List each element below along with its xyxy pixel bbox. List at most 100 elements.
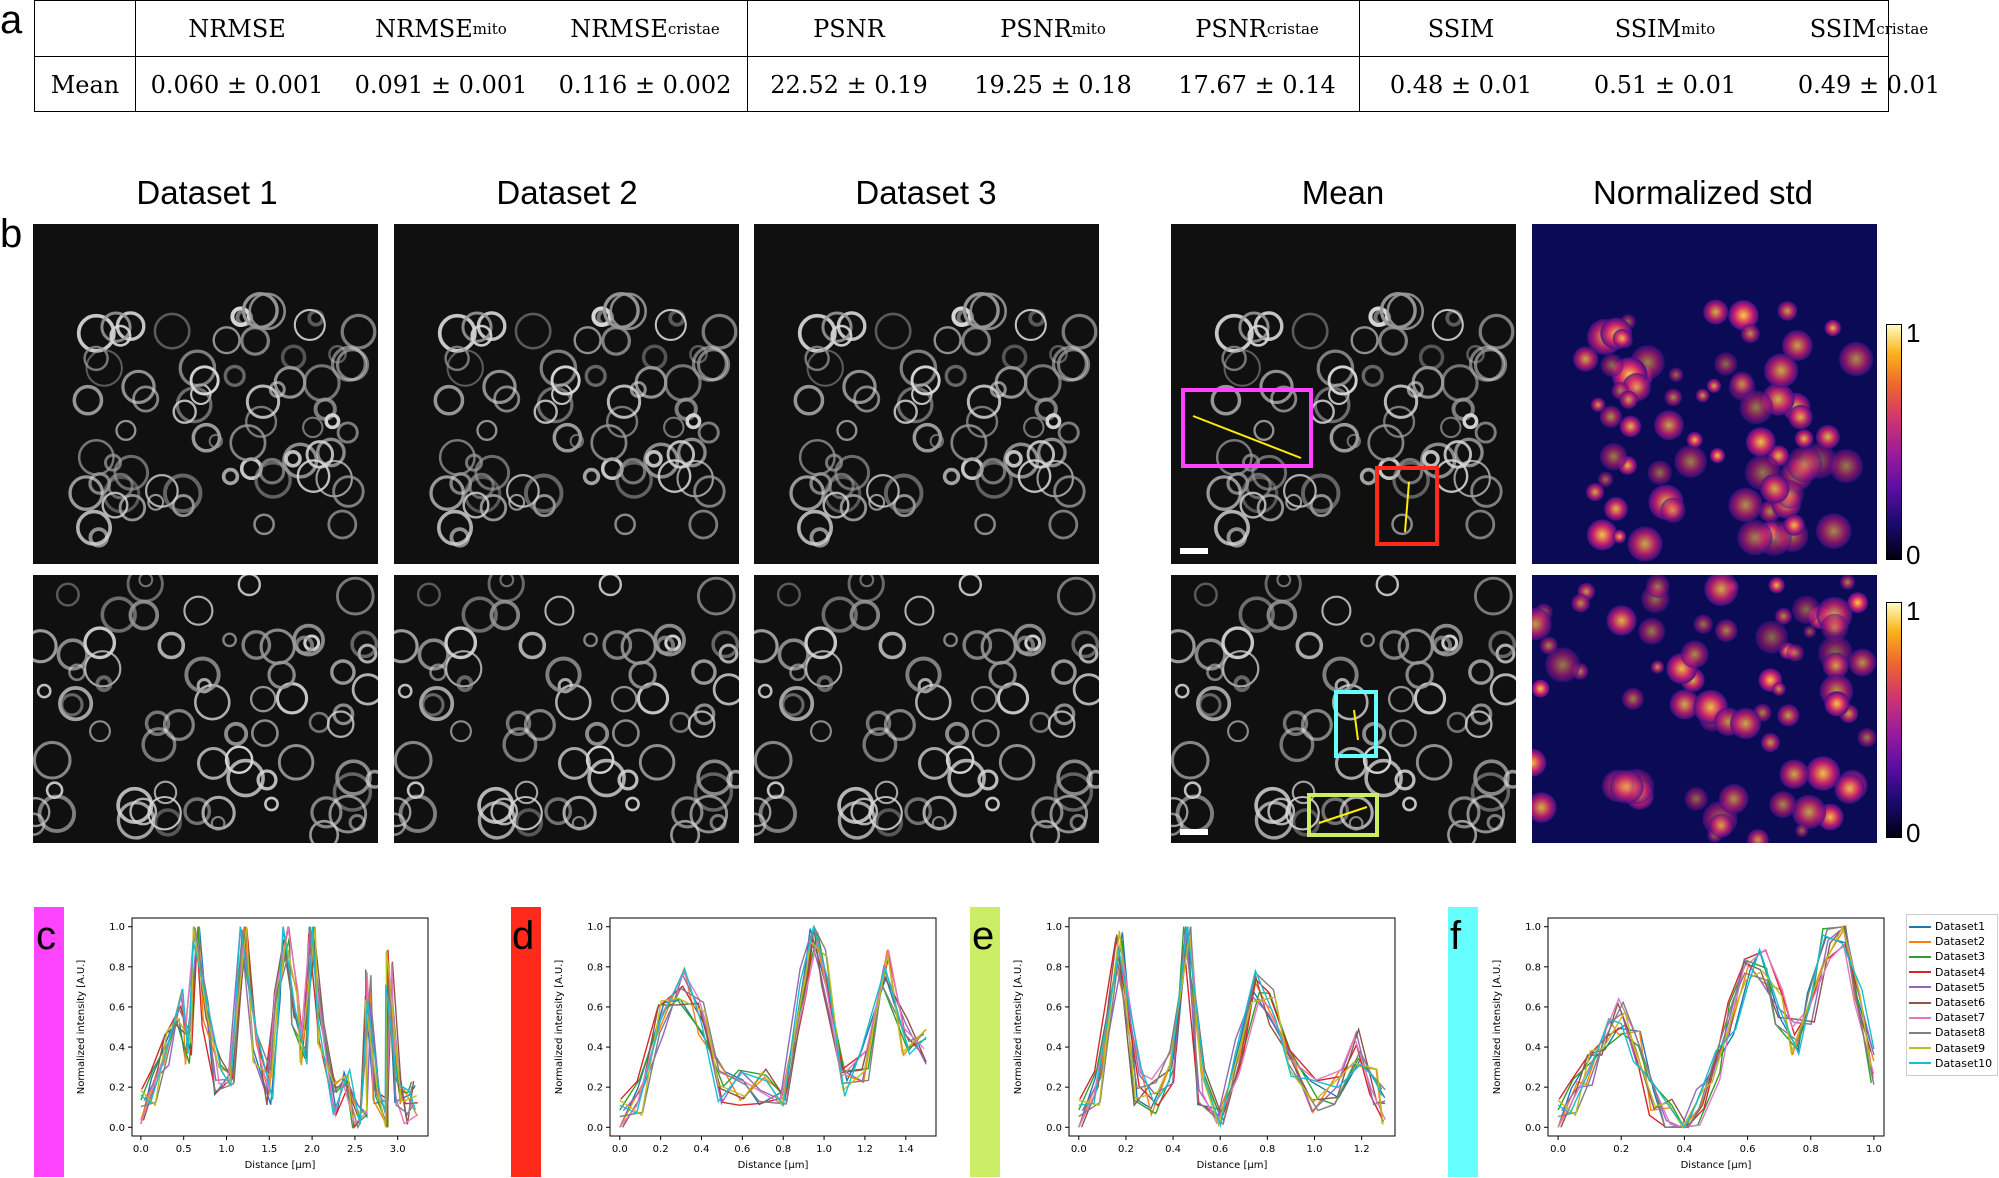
organelle-blob [116,800,156,840]
organelle-blob [985,796,1000,812]
organelle-blob [223,364,246,387]
roi-color-bar-f [1448,907,1478,1177]
organelle-blob [1368,306,1389,327]
organelle-blob [1772,682,1786,696]
organelle-blob [294,635,315,656]
organelle-blob [1402,796,1417,812]
organelle-blob [224,721,249,746]
organelle-blob [327,509,358,540]
organelle-blob [1693,614,1713,634]
x-tick-label: 1.4 [898,1144,914,1155]
organelle-blob [1023,416,1045,439]
column-header-dataset1: Dataset 1 [136,174,278,211]
table-value-cell: 0.116 ± 0.002 [558,70,732,99]
y-tick-label: 0.6 [1046,1002,1062,1013]
y-tick-label: 0.0 [587,1123,603,1134]
organelle-blob [1057,421,1080,444]
panel-label-f: f [1450,914,1462,958]
x-axis-label: Distance [µm] [738,1160,809,1171]
organelle-blob [1834,773,1865,804]
legend-item: Dataset1 [1909,919,1995,934]
organelle-blob [944,364,967,387]
microscopy-image [754,575,1099,843]
table-header-row: NRMSE NRMSE mito NRMSE cristae PSNR PSNR mito PS… [35,1,1928,57]
organelle-blob [754,629,779,664]
organelle-blob [691,345,728,382]
legend-label: Dataset7 [1935,1011,1986,1025]
organelle-blob [1254,800,1294,840]
organelle-blob [947,758,986,798]
column-header-dataset3: Dataset 3 [855,174,997,211]
series-line-dataset8 [1557,925,1875,1129]
x-axis-label: Distance [µm] [1197,1160,1268,1171]
organelle-blob [241,630,272,660]
header-metric: NRMSE [570,14,668,43]
series-line-dataset8 [619,924,925,1118]
organelle-blob [758,794,798,834]
series-line-dataset10 [1557,934,1875,1129]
table-value-cell: 0.49 ± 0.01 [1797,70,1941,99]
organelle-blob [280,344,307,370]
organelle-blob [1489,673,1516,706]
organelle-blob [942,467,961,486]
organelle-blob [1361,364,1384,387]
organelle-blob [474,454,511,491]
x-tick-label: 2.5 [347,1144,363,1155]
organelle-blob [1206,475,1243,511]
organelle-blob [1612,529,1627,544]
legend-label: Dataset1 [1935,920,1986,934]
organelle-blob [1646,575,1670,598]
table-header-cell: SSIM mito [1563,1,1767,56]
organelle-blob [777,638,810,671]
organelle-blob [781,693,805,717]
organelle-blob [229,424,267,462]
organelle-blob [1664,388,1683,407]
organelle-blob [696,759,733,796]
organelle-blob [1609,769,1644,804]
organelle-blob [1072,673,1099,706]
organelle-blob [1213,509,1251,546]
microscopy-image [33,575,378,843]
table-value-cell: 22.52 ± 0.19 [770,70,928,99]
legend-item: Dataset2 [1909,934,1995,949]
y-tick-label: 0.8 [587,962,603,973]
organelle-blob [1794,429,1814,448]
organelle-blob [1824,691,1850,717]
organelle-blob [1737,520,1773,556]
organelle-blob [839,494,868,522]
organelle-blob [1239,491,1267,519]
organelle-blob [754,797,772,828]
organelle-blob [121,369,156,405]
organelle-blob [116,786,154,824]
scale-bar [1180,548,1208,554]
header-subscript: mito [472,19,507,38]
y-tick-label: 0.8 [1046,962,1062,973]
organelle-blob [865,710,892,737]
organelle-blob [470,324,493,347]
organelle-blob [1051,345,1088,382]
organelle-blob [1760,474,1790,504]
organelle-blob [514,780,539,805]
organelle-blob [191,422,222,453]
organelle-blob [324,413,341,430]
organelle-blob [1792,794,1826,829]
organelle-blob [302,416,324,439]
x-tick-label: 0.2 [653,1144,669,1155]
series-line-dataset6 [1080,934,1386,1128]
organelle-blob [83,650,122,688]
organelle-blob [943,632,959,648]
organelle-blob [1747,829,1769,843]
organelle-blob [332,475,365,508]
organelle-blob [689,794,729,834]
organelle-blob [797,313,837,353]
organelle-blob [1847,592,1869,614]
organelle-blob [60,693,84,717]
legend-swatch [1909,1031,1931,1034]
organelle-blob [505,710,532,737]
organelle-blob [56,638,89,671]
header-metric: PSNR [1195,14,1267,43]
organelle-blob [1532,607,1552,641]
organelle-blob [335,576,375,616]
organelle-blob [691,659,717,685]
organelle-blob [1215,438,1253,476]
